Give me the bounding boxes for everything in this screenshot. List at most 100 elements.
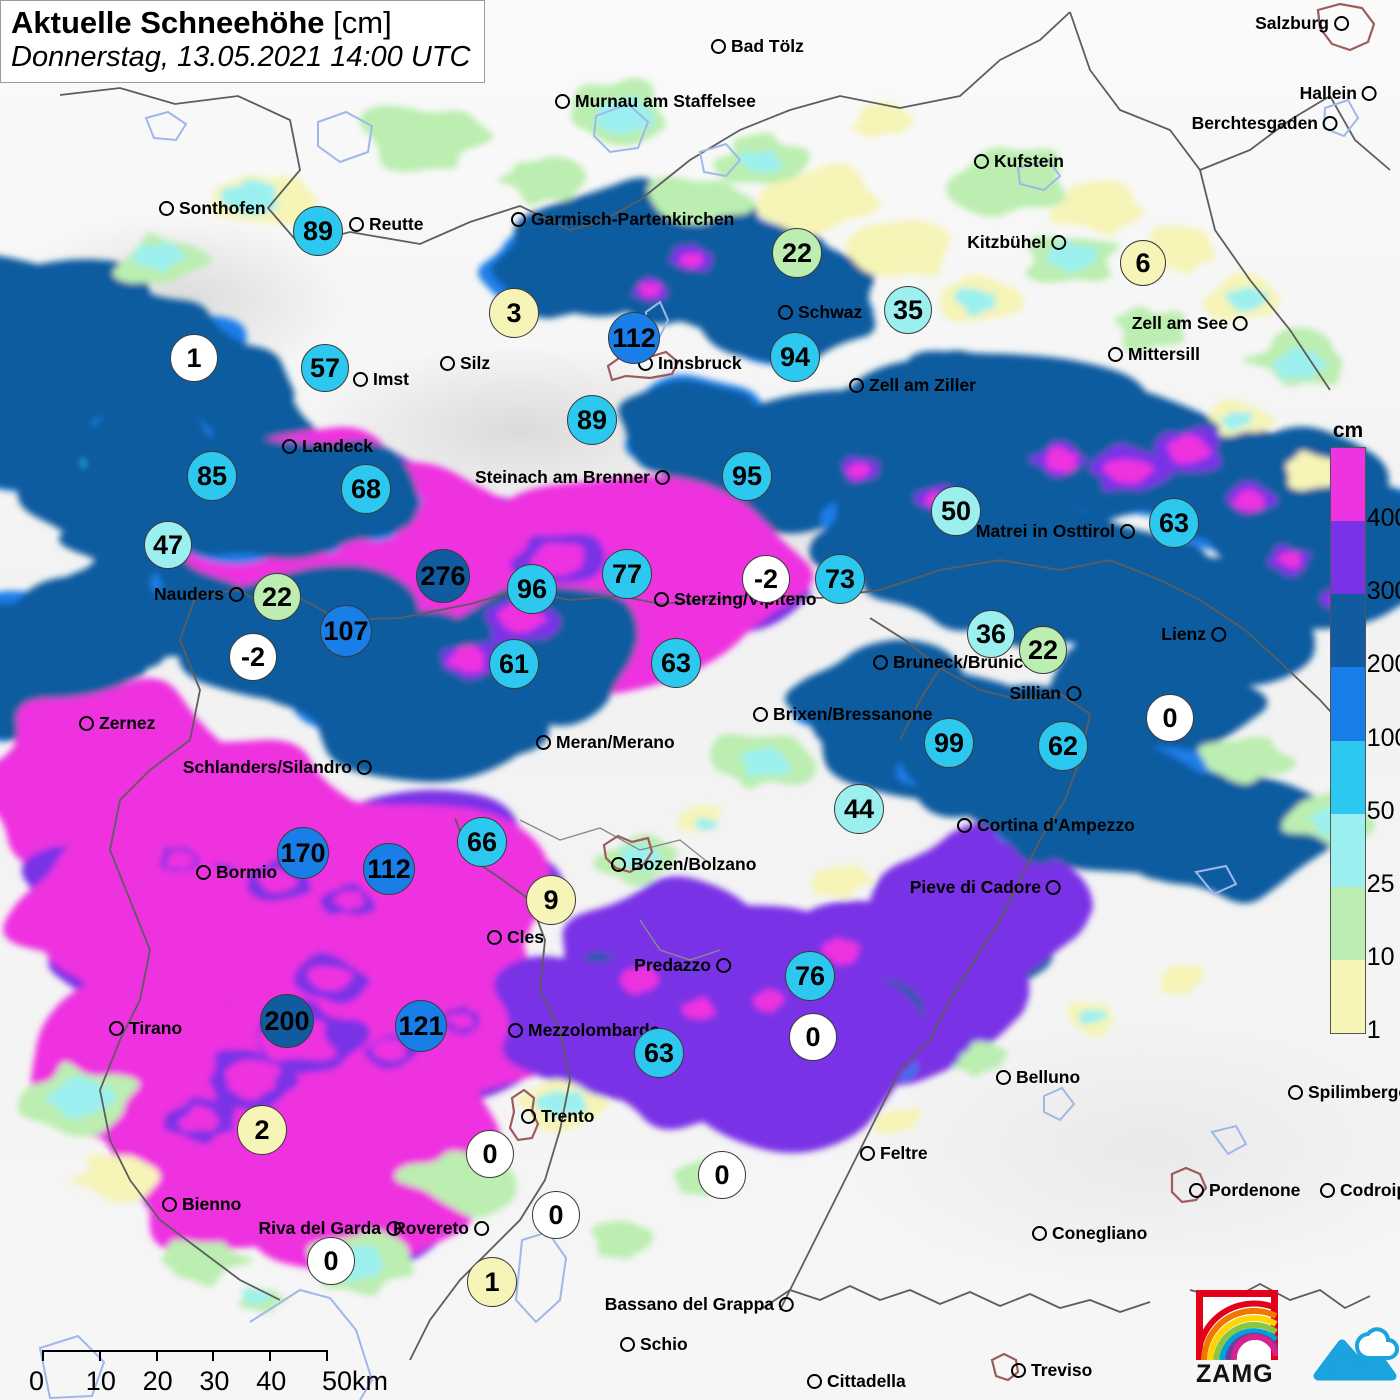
city-label: Innsbruck <box>638 353 742 374</box>
station-value-marker[interactable]: 36 <box>967 610 1015 658</box>
station-value-marker[interactable]: 50 <box>931 486 981 536</box>
city-marker-icon <box>1334 16 1349 31</box>
city-label: Matrei in Osttirol <box>976 521 1135 542</box>
station-value-marker[interactable]: 85 <box>187 451 237 501</box>
station-value-marker[interactable]: 61 <box>489 639 539 689</box>
city-name: Steinach am Brenner <box>474 467 650 487</box>
city-label: Spilimbergo <box>1288 1082 1400 1103</box>
station-value-marker[interactable]: 0 <box>789 1013 837 1061</box>
station-value-marker[interactable]: 44 <box>834 784 884 834</box>
station-value-marker[interactable]: 0 <box>1146 694 1194 742</box>
city-name: Garmisch-Partenkirchen <box>531 209 735 229</box>
station-value-marker[interactable]: 63 <box>651 638 701 688</box>
city-marker-icon <box>716 958 731 973</box>
city-name: Landeck <box>302 436 373 456</box>
station-value-marker[interactable]: 112 <box>608 312 660 364</box>
city-marker-icon <box>229 587 244 602</box>
station-value-marker[interactable]: 0 <box>307 1237 355 1285</box>
city-marker-icon <box>1288 1085 1303 1100</box>
city-label: Salzburg <box>1255 13 1349 34</box>
station-value-marker[interactable]: 112 <box>363 843 415 895</box>
city-marker-icon <box>349 217 364 232</box>
scale-line <box>42 1350 326 1352</box>
station-value-marker[interactable]: 107 <box>320 605 372 657</box>
station-value-marker[interactable]: 57 <box>301 344 349 392</box>
title-text: Aktuelle Schneehöhe <box>11 5 325 40</box>
station-value-marker[interactable]: 89 <box>567 395 617 445</box>
city-name: Salzburg <box>1255 13 1329 33</box>
city-label: Tirano <box>109 1018 182 1039</box>
station-value-marker[interactable]: -2 <box>742 555 790 603</box>
scale-tick-4 <box>269 1350 272 1361</box>
station-value-marker[interactable]: -2 <box>229 633 277 681</box>
station-value-marker[interactable]: 276 <box>416 549 470 603</box>
legend-label-100: 100 <box>1366 723 1400 752</box>
station-value-marker[interactable]: 47 <box>144 521 192 569</box>
station-value-marker[interactable]: 121 <box>395 1000 447 1052</box>
scale-tick-0 <box>42 1350 44 1361</box>
station-value-marker[interactable]: 170 <box>277 827 329 879</box>
city-name: Imst <box>373 369 409 389</box>
station-value-marker[interactable]: 3 <box>489 288 539 338</box>
city-name: Lienz <box>1161 624 1206 644</box>
station-value-marker[interactable]: 0 <box>698 1151 746 1199</box>
city-label: Silz <box>440 353 490 374</box>
city-name: Predazzo <box>634 955 711 975</box>
city-name: Reutte <box>369 214 424 234</box>
city-name: Bruneck/Brunico <box>893 652 1034 672</box>
station-value-marker[interactable]: 0 <box>532 1191 580 1239</box>
legend-band-200: 200 <box>1331 594 1400 678</box>
city-label: Imst <box>353 369 409 390</box>
city-marker-icon <box>1189 1183 1204 1198</box>
station-value-marker[interactable]: 200 <box>260 994 314 1048</box>
city-label: Lienz <box>1161 624 1226 645</box>
station-value-marker[interactable]: 99 <box>924 718 974 768</box>
station-value-marker[interactable]: 6 <box>1120 240 1166 286</box>
city-label: Reutte <box>349 214 423 235</box>
city-name: Mezzolombardo <box>528 1020 661 1040</box>
station-value-marker[interactable]: 22 <box>772 228 822 278</box>
city-label: Feltre <box>860 1143 928 1164</box>
title-unit: [cm] <box>333 5 392 40</box>
station-value-marker[interactable]: 73 <box>815 554 865 604</box>
station-value-marker[interactable]: 66 <box>457 817 507 867</box>
station-value-marker[interactable]: 9 <box>526 875 576 925</box>
city-name: Matrei in Osttirol <box>975 521 1115 541</box>
city-label: Conegliano <box>1032 1223 1147 1244</box>
station-value-marker[interactable]: 22 <box>1019 626 1067 674</box>
city-label: Pordenone <box>1189 1180 1300 1201</box>
station-value-marker[interactable]: 96 <box>507 564 557 614</box>
station-value-marker[interactable]: 94 <box>770 332 820 382</box>
city-marker-icon <box>109 1021 124 1036</box>
station-value-marker[interactable]: 1 <box>170 334 218 382</box>
scale-bar: 0 10 20 30 40 50km <box>4 1350 388 1398</box>
city-marker-icon <box>1233 316 1248 331</box>
station-value-marker[interactable]: 77 <box>602 549 652 599</box>
station-value-marker[interactable]: 63 <box>1149 498 1199 548</box>
city-name: Innsbruck <box>658 353 742 373</box>
city-label: Zell am See <box>1132 313 1248 334</box>
station-value-marker[interactable]: 95 <box>722 451 772 501</box>
city-marker-icon <box>196 865 211 880</box>
city-label: Sterzing/Vipiteno <box>654 589 817 610</box>
station-value-marker[interactable]: 1 <box>467 1257 517 1307</box>
city-marker-icon <box>957 818 972 833</box>
station-value-marker[interactable]: 2 <box>237 1105 287 1155</box>
legend-band-10: 10 <box>1331 886 1395 971</box>
city-marker-icon <box>996 1070 1011 1085</box>
city-marker-icon <box>1108 347 1123 362</box>
station-value-marker[interactable]: 63 <box>634 1028 684 1078</box>
station-value-marker[interactable]: 35 <box>884 286 932 334</box>
station-value-marker[interactable]: 0 <box>466 1130 514 1178</box>
city-name: Conegliano <box>1052 1223 1148 1243</box>
legend-band-25: 25 <box>1331 813 1395 898</box>
station-value-marker[interactable]: 22 <box>253 573 301 621</box>
station-value-marker[interactable]: 68 <box>341 464 391 514</box>
city-name: Bad Tölz <box>731 36 804 56</box>
legend-label-200: 200 <box>1366 650 1400 679</box>
station-value-marker[interactable]: 62 <box>1038 721 1088 771</box>
station-value-marker[interactable]: 76 <box>785 951 835 1001</box>
legend-band-300: 300 <box>1331 521 1400 605</box>
color-legend: cm 400 300 200 100 50 25 10 1 <box>1330 419 1400 1044</box>
station-value-marker[interactable]: 89 <box>293 206 343 256</box>
